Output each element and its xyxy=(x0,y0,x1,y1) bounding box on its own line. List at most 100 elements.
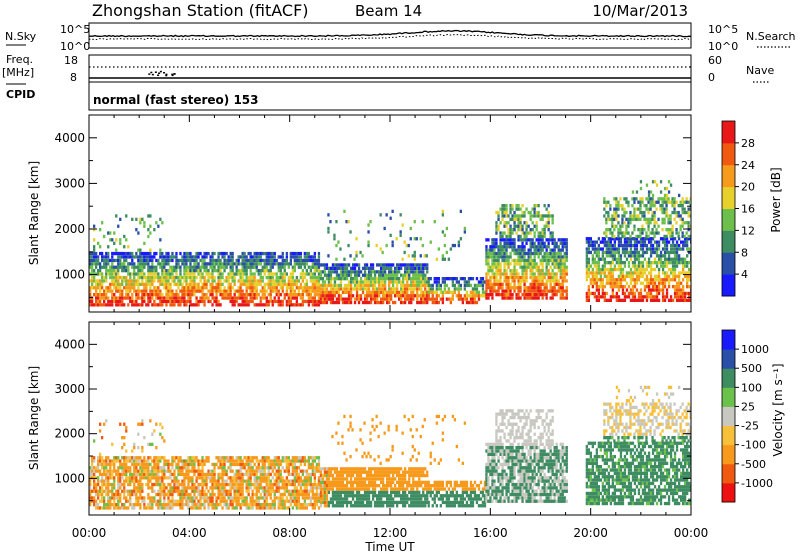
power-cell xyxy=(600,241,602,244)
power-cell xyxy=(332,277,334,280)
power-cell xyxy=(666,275,668,278)
power-cell xyxy=(558,238,560,241)
power-cell xyxy=(618,265,620,268)
power-cell xyxy=(149,290,151,293)
power-cell xyxy=(513,245,515,248)
power-cell xyxy=(536,214,538,217)
power-cell xyxy=(623,211,625,214)
power-cell xyxy=(618,295,620,298)
velocity-cell xyxy=(175,456,177,459)
cpid-label: CPID xyxy=(6,88,35,101)
power-cell xyxy=(610,271,612,274)
power-cell xyxy=(606,254,608,257)
velocity-cell xyxy=(91,476,93,479)
power-cell xyxy=(672,268,674,271)
power-cell xyxy=(201,262,203,265)
power-cell xyxy=(640,282,642,285)
power-cell xyxy=(318,279,320,282)
freq-right-tick-top: 60 xyxy=(708,54,722,67)
velocity-cell xyxy=(121,490,123,493)
power-cell xyxy=(327,254,329,257)
power-cell xyxy=(286,283,288,286)
power-cell xyxy=(682,241,684,244)
power-cell xyxy=(438,287,440,290)
power-cell xyxy=(312,255,314,258)
power-cell xyxy=(368,291,370,294)
power-cell xyxy=(230,262,232,265)
power-cell xyxy=(642,295,644,298)
power-cell xyxy=(310,296,312,299)
velocity-cell xyxy=(219,463,221,466)
power-cell xyxy=(332,294,334,297)
power-cell xyxy=(384,274,386,277)
power-cell xyxy=(556,245,558,248)
power-cell xyxy=(532,262,534,265)
power-cell xyxy=(242,252,244,255)
velocity-cell xyxy=(165,503,167,506)
power-cell xyxy=(686,211,688,214)
velocity-cell xyxy=(203,506,205,509)
velocity-cell xyxy=(179,456,181,459)
power-cell xyxy=(530,211,532,214)
power-cell xyxy=(360,298,362,301)
power-cell xyxy=(632,190,634,193)
velocity-cell xyxy=(117,466,119,469)
power-cell xyxy=(682,285,684,288)
power-cell xyxy=(620,241,622,244)
freq-left-tick-top: 18 xyxy=(64,54,78,67)
power-cell xyxy=(532,269,534,272)
velocity-cell xyxy=(129,466,131,469)
power-cell xyxy=(503,225,505,228)
power-cell xyxy=(666,241,668,244)
power-cell xyxy=(648,265,650,268)
power-cell xyxy=(396,274,398,277)
power-cell xyxy=(412,291,414,294)
velocity-cell xyxy=(147,466,149,469)
velocity-cell xyxy=(141,490,143,493)
power-cell xyxy=(209,262,211,265)
power-cell xyxy=(436,284,438,287)
velocity-cell xyxy=(149,503,151,506)
velocity-cell xyxy=(111,496,113,499)
power-cell xyxy=(621,204,623,207)
power-cell xyxy=(656,251,658,254)
power-cell xyxy=(117,303,119,306)
power-cell xyxy=(205,255,207,258)
power-cell xyxy=(688,275,690,278)
power-cell xyxy=(620,275,622,278)
power-cell xyxy=(137,231,139,234)
power-cell xyxy=(223,290,225,293)
velocity-heatmap xyxy=(89,386,692,510)
power-cell xyxy=(292,293,294,296)
power-cell xyxy=(562,262,564,265)
power-cell xyxy=(137,290,139,293)
power-cell xyxy=(252,293,254,296)
power-cell xyxy=(266,252,268,255)
power-cell xyxy=(191,266,193,269)
power-cell xyxy=(133,272,135,275)
power-cell xyxy=(327,213,329,216)
velocity-cell xyxy=(125,496,127,499)
power-cell xyxy=(133,300,135,303)
velocity-cell xyxy=(101,473,103,476)
power-cell xyxy=(127,269,129,272)
power-cell xyxy=(598,288,600,291)
velocity-cell xyxy=(195,459,197,462)
power-cell xyxy=(181,283,183,286)
power-cell xyxy=(234,276,236,279)
power-cell xyxy=(586,275,588,278)
velocity-cell xyxy=(213,483,215,486)
power-cell xyxy=(175,269,177,272)
power-cell xyxy=(191,290,193,293)
velocity-cell xyxy=(189,480,191,483)
power-cell xyxy=(546,269,548,272)
power-cell xyxy=(284,269,286,272)
power-cell xyxy=(175,283,177,286)
power-cell xyxy=(632,265,634,268)
power-cell xyxy=(404,251,406,254)
power-cell xyxy=(185,283,187,286)
power-cell xyxy=(358,287,360,290)
power-cell xyxy=(523,283,525,286)
power-cell xyxy=(121,300,123,303)
power-cell xyxy=(141,290,143,293)
